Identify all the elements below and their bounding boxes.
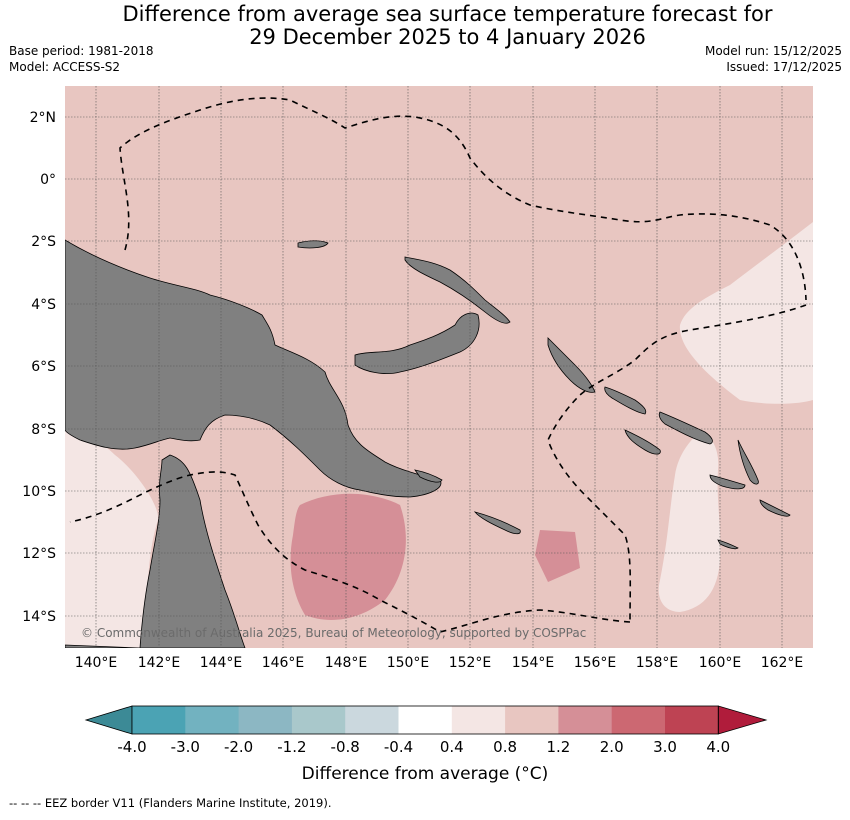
colorbar-segment bbox=[345, 706, 399, 734]
colorbar-tick-label: -1.2 bbox=[277, 738, 306, 756]
eez-borders bbox=[69, 97, 807, 633]
map-area bbox=[65, 86, 813, 648]
lon-label: 156°E bbox=[574, 655, 617, 671]
colorbar-tick-label: 1.2 bbox=[546, 738, 570, 756]
lon-label: 162°E bbox=[761, 655, 804, 671]
land-dentrecasteaux bbox=[414, 469, 443, 483]
lon-label: 160°E bbox=[699, 655, 742, 671]
anomaly-zone-solomon bbox=[535, 530, 580, 582]
colorbar-tick-label: 0.4 bbox=[440, 738, 464, 756]
lon-label: 144°E bbox=[200, 655, 243, 671]
issued-date: Issued: 17/12/2025 bbox=[726, 60, 842, 74]
lon-label: 148°E bbox=[325, 655, 368, 671]
colorbar-tick-label: -0.8 bbox=[331, 738, 360, 756]
land-santa-isabel bbox=[658, 411, 713, 445]
lat-label: 14°S bbox=[22, 609, 56, 625]
colorbar-tick-label: -2.0 bbox=[224, 738, 253, 756]
land-cape-york bbox=[65, 454, 246, 648]
colorbar-tick-label: -3.0 bbox=[171, 738, 200, 756]
lon-label: 142°E bbox=[138, 655, 181, 671]
copyright-text: © Commonwealth of Australia 2025, Bureau… bbox=[81, 626, 586, 640]
colorbar-frame bbox=[131, 705, 719, 735]
land-makira bbox=[709, 474, 746, 490]
anomaly-zone-gulf bbox=[65, 430, 159, 648]
lat-label: 12°S bbox=[22, 546, 56, 562]
land-louisiade bbox=[473, 511, 521, 535]
anomaly-zone-southeast bbox=[658, 432, 721, 612]
lon-label: 152°E bbox=[449, 655, 492, 671]
colorbar-segment bbox=[132, 706, 186, 734]
colorbar-label: Difference from average (°C) bbox=[301, 764, 549, 784]
lon-label: 154°E bbox=[512, 655, 555, 671]
lon-label: 158°E bbox=[636, 655, 679, 671]
lat-labels: 2°N 0° 2°S 4°S 6°S 8°S 10°S 12°S 14°S bbox=[22, 110, 56, 625]
land-new-britain bbox=[354, 312, 480, 374]
colorbar-segment bbox=[185, 706, 240, 734]
colorbar-tick-label: 0.8 bbox=[493, 738, 517, 756]
lat-label: 8°S bbox=[31, 422, 56, 438]
colorbar: -4.0 -3.0 -2.0 -1.2 -0.8 -0.4 0.4 0.8 1.2 2.0 3.0 4… bbox=[84, 705, 768, 756]
colorbar-tick-label: -0.4 bbox=[384, 738, 413, 756]
lat-label: 2°S bbox=[31, 234, 56, 250]
colorbar-segment bbox=[238, 706, 293, 734]
colorbar-segment bbox=[505, 706, 559, 734]
land-guadalcanal bbox=[624, 429, 661, 455]
title-line-1: Difference from average sea surface temp… bbox=[122, 2, 773, 26]
grid-lines bbox=[65, 86, 813, 648]
lat-label: 6°S bbox=[31, 359, 56, 375]
land-new-ireland bbox=[404, 256, 511, 324]
colorbar-tick-label: 2.0 bbox=[600, 738, 624, 756]
lon-label: 150°E bbox=[387, 655, 430, 671]
lon-labels: 140°E 142°E 144°E 146°E 148°E 150°E 152°… bbox=[75, 655, 804, 671]
base-period: Base period: 1981-2018 bbox=[9, 44, 154, 58]
lat-label: 10°S bbox=[22, 484, 56, 500]
lon-label: 146°E bbox=[262, 655, 305, 671]
title-line-2: 29 December 2025 to 4 January 2026 bbox=[249, 25, 646, 49]
eez-legend-footer: -- -- -- EEZ border V11 (Flanders Marine… bbox=[9, 796, 332, 810]
colorbar-segment bbox=[611, 706, 666, 734]
model-name: Model: ACCESS-S2 bbox=[9, 60, 121, 74]
anomaly-zone-east bbox=[679, 222, 813, 404]
colorbar-segment bbox=[558, 706, 613, 734]
land-rennell bbox=[717, 539, 739, 550]
anomaly-zone-coral-sea bbox=[290, 493, 406, 620]
lat-label: 0° bbox=[40, 172, 56, 188]
colorbar-segment bbox=[291, 706, 346, 734]
meta-right: Model run: 15/12/2025 Issued: 17/12/2025 bbox=[705, 43, 842, 75]
colorbar-tick-label: -4.0 bbox=[117, 738, 146, 756]
lat-label: 2°N bbox=[30, 110, 56, 126]
lat-label: 4°S bbox=[31, 297, 56, 313]
colorbar-segment bbox=[398, 706, 453, 734]
colorbar-tick-label: 3.0 bbox=[653, 738, 677, 756]
colorbar-segment bbox=[451, 706, 506, 734]
colorbar-tick-label: 4.0 bbox=[706, 738, 730, 756]
land-malaita bbox=[737, 439, 759, 485]
land-choiseul bbox=[604, 386, 647, 415]
colorbar-extend-high bbox=[717, 705, 768, 735]
colorbar-segment bbox=[665, 706, 719, 734]
meta-left: Base period: 1981-2018 Model: ACCESS-S2 bbox=[9, 43, 154, 75]
colorbar-extend-low bbox=[84, 705, 133, 735]
chart-title: Difference from average sea surface temp… bbox=[0, 3, 850, 49]
model-run: Model run: 15/12/2025 bbox=[704, 44, 842, 58]
lon-label: 140°E bbox=[75, 655, 118, 671]
